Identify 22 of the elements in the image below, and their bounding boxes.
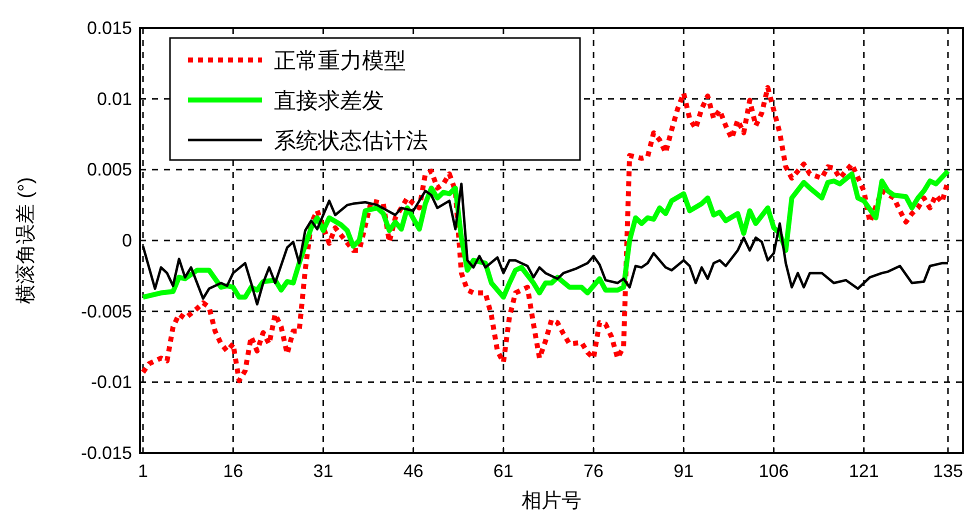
x-tick-label: 76	[584, 461, 604, 481]
y-tick-label: -0.01	[90, 372, 132, 392]
y-tick-label: -0.005	[80, 301, 132, 322]
x-tick-label: 31	[313, 461, 334, 481]
x-tick-label: 16	[223, 461, 244, 481]
legend-label: 直接求差发	[274, 89, 384, 114]
y-tick-label: 0.005	[86, 160, 132, 180]
y-axis-title: 横滚角误差 (°)	[15, 177, 37, 304]
x-tick-label: 121	[848, 461, 879, 481]
x-tick-label: 106	[758, 461, 789, 481]
x-tick-label: 91	[674, 461, 694, 481]
x-tick-label: 1	[138, 461, 148, 481]
legend-label: 正常重力模型	[274, 49, 406, 74]
y-tick-label: 0	[122, 230, 132, 250]
y-tick-label: -0.015	[80, 443, 132, 463]
x-tick-label: 135	[932, 461, 964, 481]
x-axis-title: 相片号	[522, 490, 582, 512]
x-tick-label: 61	[493, 461, 514, 481]
y-tick-label: 0.01	[96, 88, 132, 109]
x-tick-label: 46	[403, 461, 424, 481]
y-tick-label: 0.015	[86, 18, 132, 38]
legend-label: 系统状态估计法	[274, 129, 428, 154]
